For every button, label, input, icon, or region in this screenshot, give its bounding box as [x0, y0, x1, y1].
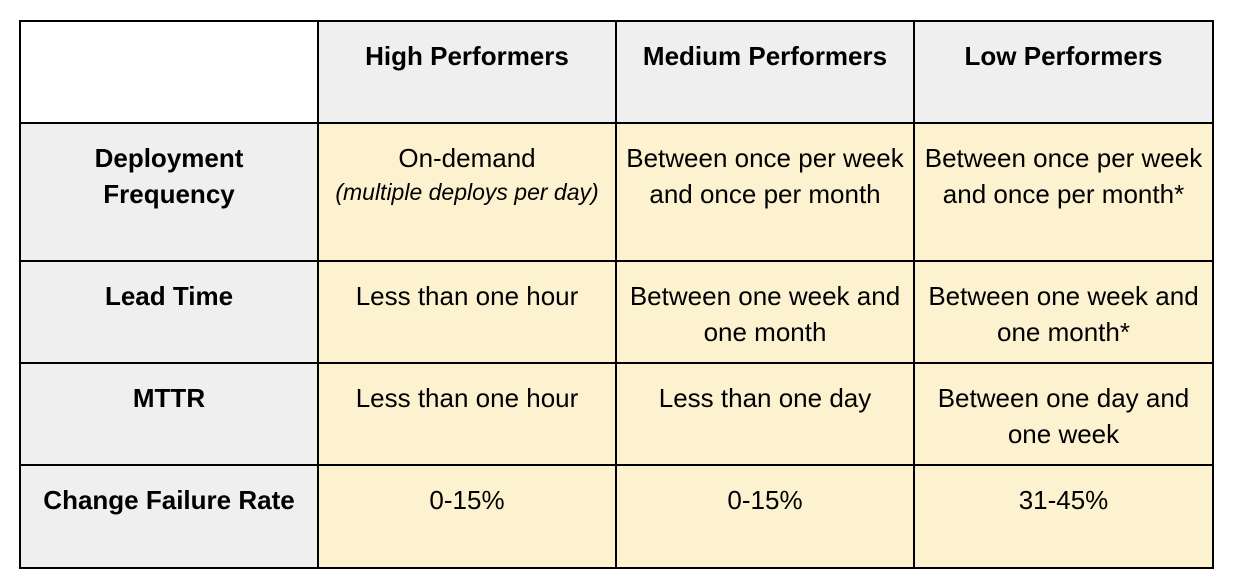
- row-header: Change Failure Rate: [19, 464, 319, 569]
- cell-text: On-demand: [398, 143, 536, 173]
- table-row-lead-time: Lead Time Less than one hour Between one…: [19, 260, 1214, 364]
- column-header-medium: Medium Performers: [615, 20, 915, 124]
- cell-text: 31-45%: [1018, 485, 1109, 515]
- cell-text: Between once per week and once per month: [626, 143, 904, 209]
- row-header-label: Deployment Frequency: [94, 143, 244, 209]
- cell-text: Less than one hour: [355, 383, 579, 413]
- row-header-label: Lead Time: [104, 281, 234, 311]
- table-cell: 0-15%: [615, 464, 915, 569]
- table-row-change-failure-rate: Change Failure Rate 0-15% 0-15% 31-45%: [19, 464, 1214, 569]
- cell-text: 0-15%: [727, 485, 803, 515]
- table-cell: Between once per week and once per month…: [913, 122, 1214, 262]
- column-header-high: High Performers: [317, 20, 617, 124]
- cell-text: Less than one hour: [355, 281, 579, 311]
- row-header: Deployment Frequency: [19, 122, 319, 262]
- cell-text: Between once per week and once per month…: [924, 143, 1203, 209]
- table-cell: Between once per week and once per month: [615, 122, 915, 262]
- table-row-deployment-frequency: Deployment Frequency On-demand (multiple…: [19, 122, 1214, 262]
- row-header: MTTR: [19, 362, 319, 466]
- column-header-label: Medium Performers: [642, 41, 888, 71]
- table-cell: Less than one day: [615, 362, 915, 466]
- table-cell: Less than one hour: [317, 362, 617, 466]
- cell-text: Between one week and one month: [629, 281, 901, 347]
- table-cell: On-demand (multiple deploys per day): [317, 122, 617, 262]
- cell-text: Between one week and one month*: [928, 281, 1199, 347]
- row-header: Lead Time: [19, 260, 319, 364]
- cell-text: Less than one day: [658, 383, 872, 413]
- row-header-label: MTTR: [132, 383, 206, 413]
- table-row-mttr: MTTR Less than one hour Less than one da…: [19, 362, 1214, 466]
- table-cell: Between one week and one month*: [913, 260, 1214, 364]
- table-cell: Between one day and one week: [913, 362, 1214, 466]
- performance-table: High Performers Medium Performers Low Pe…: [19, 20, 1214, 569]
- table-cell: 31-45%: [913, 464, 1214, 569]
- column-header-low: Low Performers: [913, 20, 1214, 124]
- table-cell: Less than one hour: [317, 260, 617, 364]
- column-header-label: High Performers: [365, 41, 569, 71]
- column-header-label: Low Performers: [964, 41, 1163, 71]
- cell-text: 0-15%: [429, 485, 505, 515]
- corner-cell: [19, 20, 319, 124]
- cell-text: Between one day and one week: [937, 383, 1190, 449]
- row-header-label: Change Failure Rate: [43, 485, 295, 515]
- cell-subtext: (multiple deploys per day): [335, 179, 599, 205]
- table-cell: Between one week and one month: [615, 260, 915, 364]
- table-cell: 0-15%: [317, 464, 617, 569]
- header-row: High Performers Medium Performers Low Pe…: [19, 20, 1214, 124]
